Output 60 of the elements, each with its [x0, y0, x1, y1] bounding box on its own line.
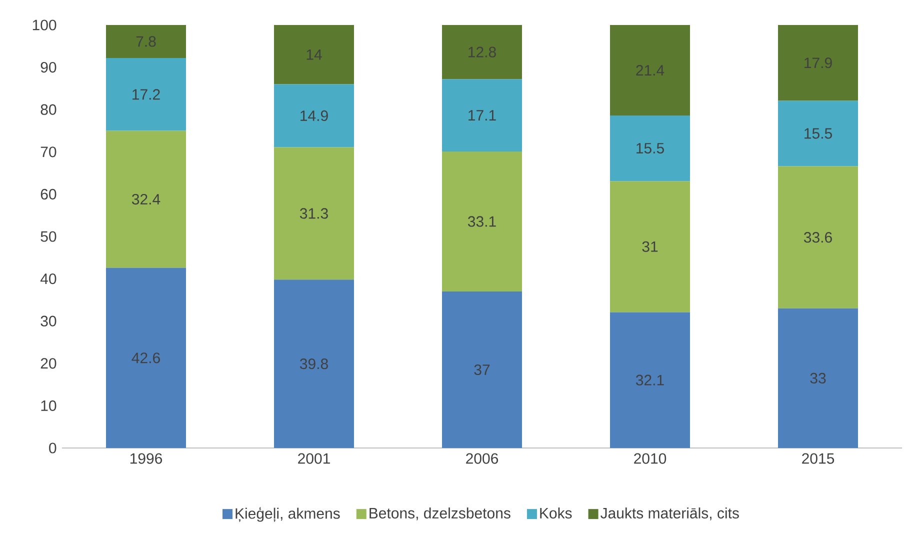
- bar: [778, 24, 858, 101]
- bar: [610, 116, 690, 182]
- bar: [274, 280, 354, 448]
- y-tick-label: 90: [40, 62, 56, 73]
- data-label: 32.1: [636, 374, 664, 386]
- y-tick-label: 40: [40, 273, 56, 284]
- data-label: 21.4: [636, 65, 664, 76]
- data-label: 31.3: [300, 208, 328, 219]
- bar: [106, 130, 186, 268]
- bar: [610, 312, 690, 448]
- data-label: 37: [474, 364, 490, 376]
- bar: [274, 24, 354, 84]
- bar: [442, 24, 522, 80]
- data-label: 14: [306, 49, 322, 60]
- data-label: 33: [810, 372, 826, 384]
- bar: [106, 24, 186, 58]
- bar: [274, 84, 354, 148]
- data-label: 31: [642, 241, 658, 252]
- data-label: 32.4: [132, 194, 160, 205]
- data-label: 17.2: [132, 89, 160, 100]
- bar: [778, 100, 858, 166]
- bar: [610, 181, 690, 312]
- y-tick-label: 100: [32, 20, 56, 30]
- legend-label: Koks: [540, 507, 572, 518]
- bar: [610, 24, 690, 116]
- x-tick-label: 1996: [130, 453, 162, 464]
- legend-label: Betons, dzelzsbetons: [370, 507, 510, 520]
- bar: [106, 58, 186, 131]
- bar: [442, 291, 522, 448]
- x-tick-label: 2001: [298, 453, 330, 464]
- legend-label: Ķieģeļi, akmens: [236, 507, 340, 522]
- bar: [274, 147, 354, 280]
- legend-label: Jaukts materiāls, cits: [600, 507, 739, 520]
- y-tick-label: 80: [40, 104, 56, 115]
- bar: [778, 166, 858, 308]
- y-tick-label: 50: [40, 231, 56, 242]
- y-tick-label: 10: [41, 400, 56, 412]
- bar: [442, 151, 522, 292]
- x-tick-label: 2015: [802, 453, 834, 464]
- bar: [442, 79, 522, 152]
- y-tick-label: 70: [40, 146, 56, 158]
- x-tick-label: 2006: [466, 453, 498, 464]
- data-label: 42.6: [132, 352, 160, 364]
- bar: [778, 308, 858, 448]
- data-label: 12.8: [468, 46, 496, 58]
- data-label: 7.8: [136, 36, 156, 47]
- y-tick-label: 20: [40, 358, 56, 369]
- y-tick-label: 30: [40, 316, 56, 326]
- bar: [106, 268, 186, 448]
- x-tick-label: 2010: [634, 453, 666, 464]
- data-label: 17.9: [804, 58, 832, 68]
- data-label: 14.9: [300, 110, 328, 122]
- data-label: 15.5: [804, 128, 832, 139]
- data-label: 33.6: [804, 232, 832, 243]
- y-tick-label: 0: [49, 442, 56, 454]
- data-label: 39.8: [300, 358, 328, 370]
- data-label: 33.1: [468, 216, 496, 227]
- data-label: 17.1: [468, 110, 496, 120]
- data-label: 15.5: [636, 143, 664, 154]
- y-tick-label: 60: [40, 188, 56, 200]
